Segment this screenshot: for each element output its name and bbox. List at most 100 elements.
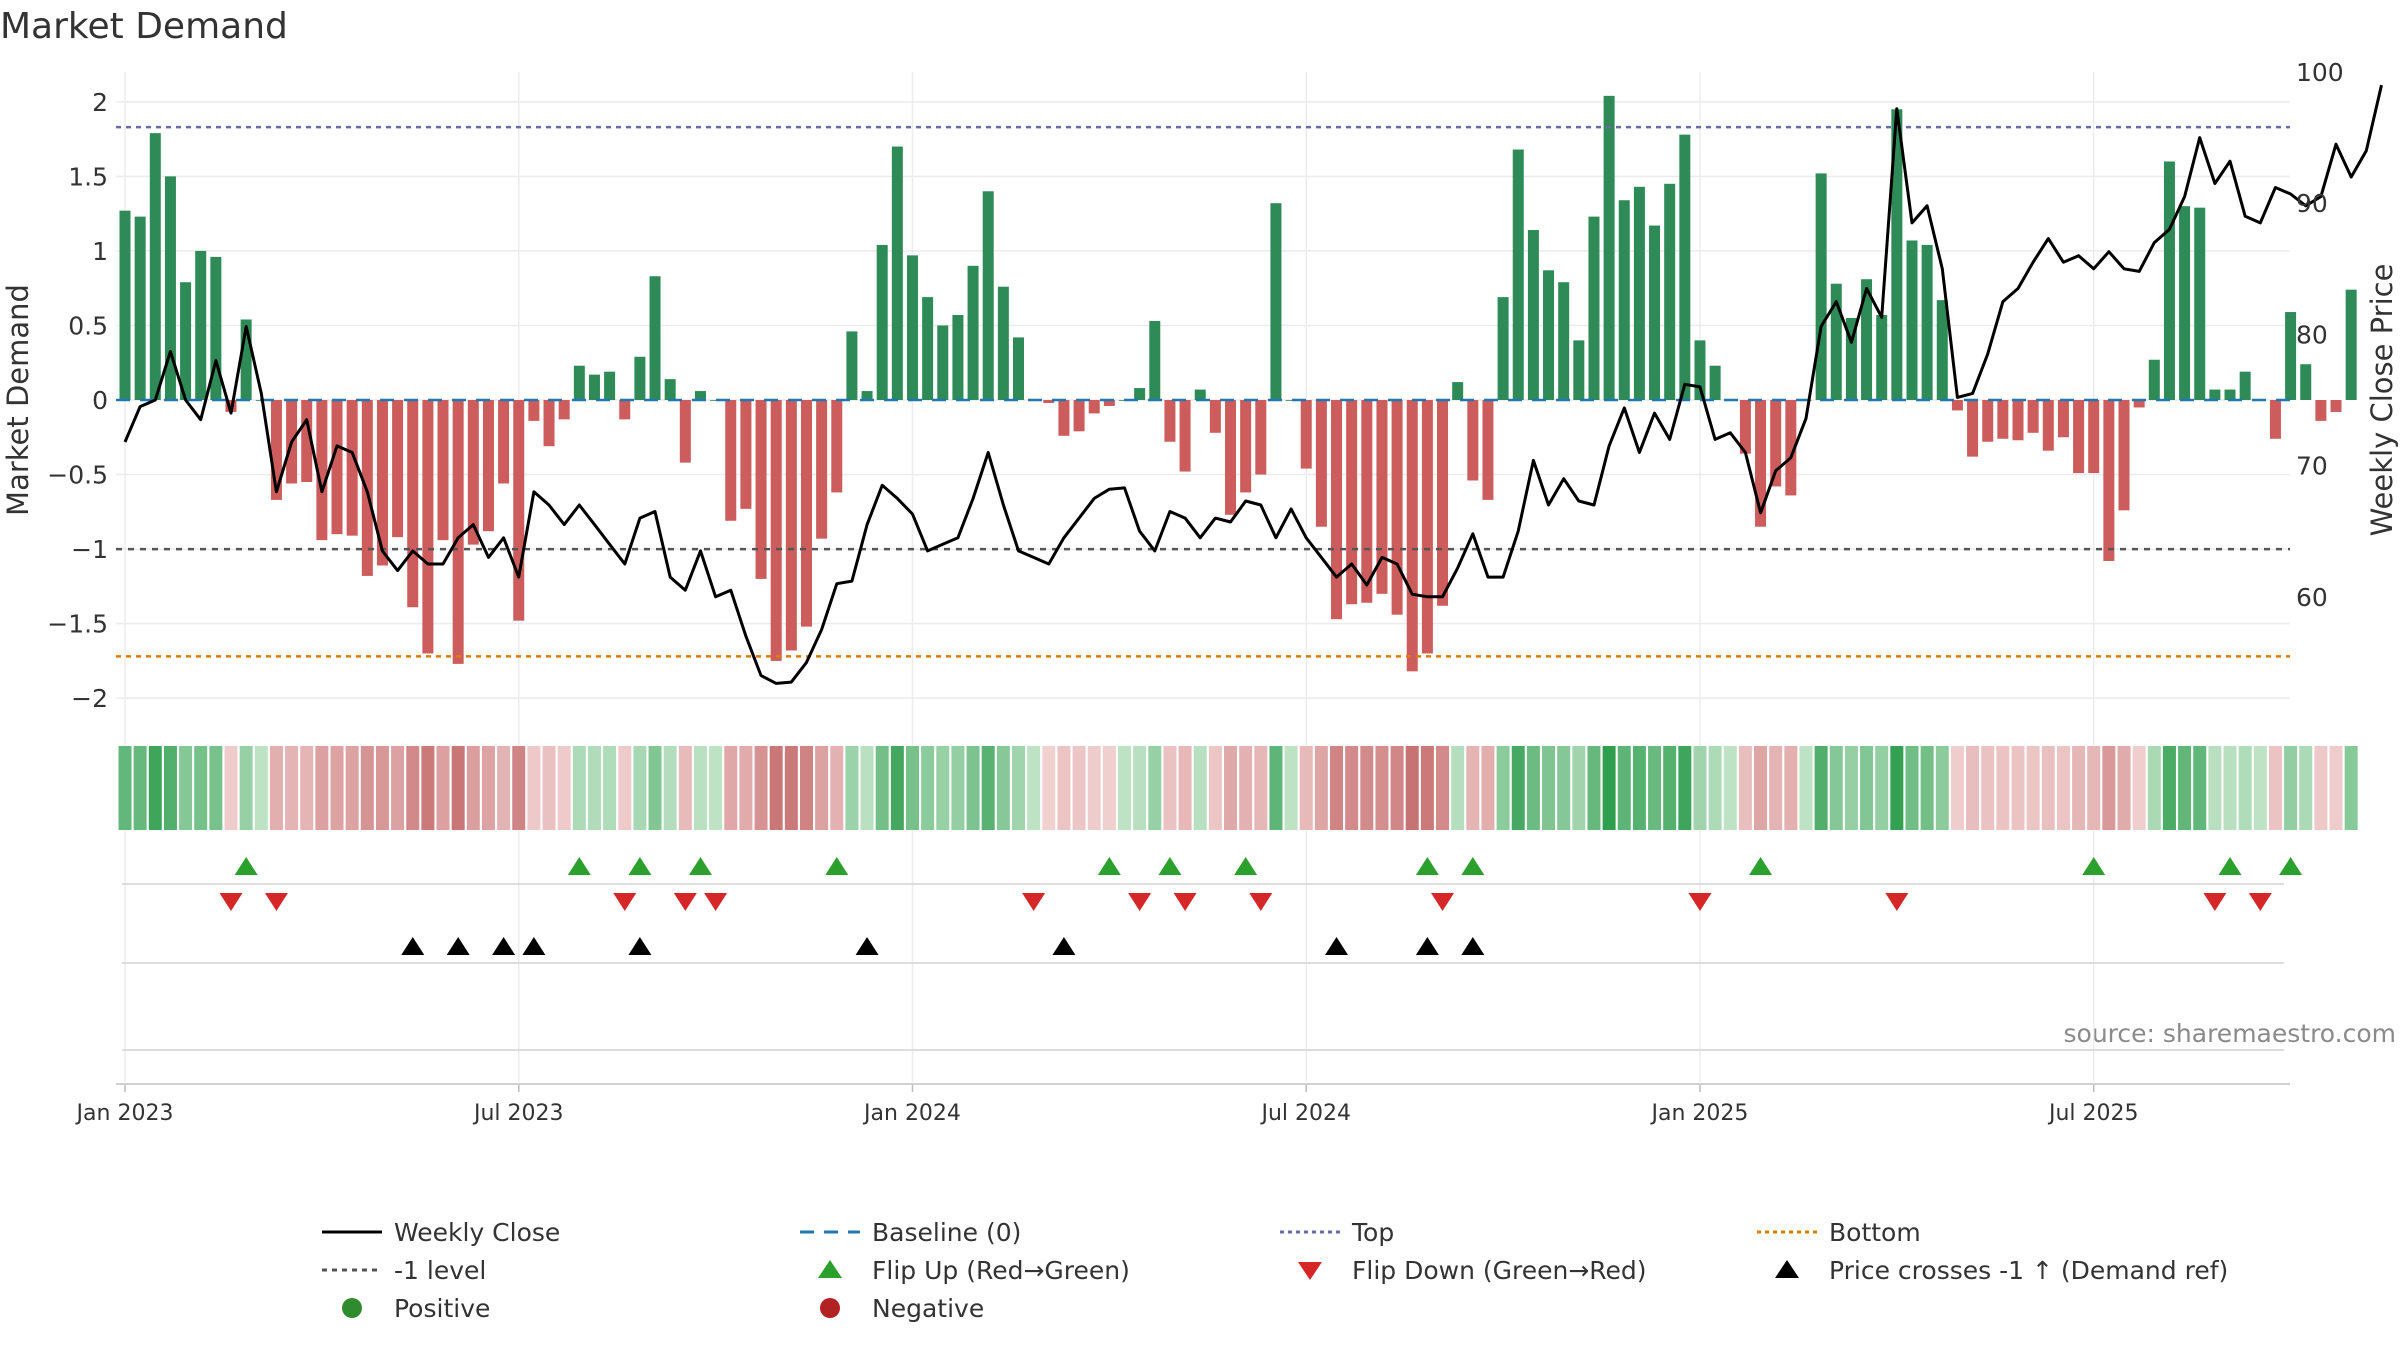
flip-down-marker — [1688, 893, 1712, 911]
negative-bar — [1967, 400, 1979, 457]
strip-cell-negative — [481, 746, 495, 830]
strip-cell-negative — [1102, 746, 1116, 830]
strip-cell-positive — [587, 746, 601, 830]
grid-layer — [116, 72, 2290, 1082]
negative-bar — [1755, 400, 1767, 527]
right-tick-label: 70 — [2296, 452, 2328, 481]
strip-cell-negative — [1360, 746, 1374, 830]
negative-bar — [1997, 400, 2009, 439]
positive-bar — [1921, 244, 1933, 400]
positive-bar — [694, 391, 706, 400]
strip-cell-positive — [981, 746, 995, 830]
negative-bar — [1225, 400, 1237, 515]
negative-bar — [1770, 400, 1782, 487]
negative-bar — [831, 400, 843, 493]
positive-bar — [1194, 389, 1206, 400]
legend-label: Baseline (0) — [872, 1218, 1021, 1247]
strip-cell-negative — [1057, 746, 1071, 830]
strip-cell-positive — [1648, 746, 1662, 830]
strip-cell-positive — [1693, 746, 1707, 830]
positive-bar — [134, 216, 146, 400]
positive-bar — [1452, 382, 1464, 400]
positive-bar — [2148, 359, 2160, 400]
positive-bar — [1149, 320, 1161, 400]
negative-bar — [785, 400, 797, 651]
strip-cell-positive — [1602, 746, 1616, 830]
flip-down-marker — [1173, 893, 1197, 911]
strip-cell-negative — [724, 746, 738, 830]
left-tick-label: −1.5 — [47, 610, 108, 639]
strip-cell-negative — [799, 746, 813, 830]
strip-cell-negative — [1436, 746, 1450, 830]
positive-bar — [1497, 297, 1509, 400]
positive-bar — [997, 286, 1009, 400]
legend-triangle-up-swatch — [818, 1260, 842, 1278]
strip-cell-positive — [648, 746, 662, 830]
negative-bar — [528, 400, 540, 421]
flip-down-marker — [1022, 893, 1046, 911]
strip-cell-positive — [1133, 746, 1147, 830]
positive-bar — [604, 371, 616, 400]
strip-cell-negative — [345, 746, 359, 830]
negative-bar — [1240, 400, 1252, 493]
positive-bar — [1270, 203, 1282, 400]
negative-bar — [2088, 400, 2100, 474]
strip-cell-positive — [194, 746, 208, 830]
negative-bar — [679, 400, 691, 463]
positive-bar — [891, 146, 903, 400]
negative-bar — [1785, 400, 1797, 496]
left-axis-title: Market Demand — [1, 284, 35, 516]
strip-cell-negative — [542, 746, 556, 830]
negative-bar — [2330, 400, 2342, 412]
positive-bar — [1815, 173, 1827, 400]
negative-bar — [755, 400, 767, 579]
positive-bar — [573, 365, 585, 400]
strip-cell-positive — [875, 746, 889, 830]
strip-cell-negative — [406, 746, 420, 830]
negative-bar — [467, 400, 479, 545]
strip-cell-positive — [254, 746, 268, 830]
negative-bar — [1103, 400, 1115, 406]
positive-bar — [164, 176, 176, 400]
strip-cell-negative — [285, 746, 299, 830]
source-credit: source: sharemaestro.com — [2064, 1019, 2397, 1048]
price-cross-marker — [1415, 937, 1439, 955]
positive-bar — [2179, 206, 2191, 400]
strip-cell-positive — [1860, 746, 1874, 830]
positive-bar — [1618, 200, 1630, 400]
positive-bar — [1527, 230, 1539, 400]
strip-cell-positive — [996, 746, 1010, 830]
negative-bar — [1179, 400, 1191, 472]
strip-cell-negative — [1769, 746, 1783, 830]
positive-bar — [2224, 389, 2236, 400]
positive-bar — [967, 265, 979, 400]
negative-bar — [1376, 400, 1388, 594]
strip-cell-positive — [1587, 746, 1601, 830]
positive-bar — [1876, 315, 1888, 400]
strip-cell-positive — [1511, 746, 1525, 830]
legend-dot-swatch — [342, 1298, 362, 1318]
flip-up-marker — [1097, 857, 1121, 875]
strip-cell-negative — [375, 746, 389, 830]
strip-cell-negative — [1239, 746, 1253, 830]
event-markers — [116, 857, 2303, 1085]
negative-bar — [1982, 400, 1994, 442]
negative-bar — [1255, 400, 1267, 475]
negative-bar — [1482, 400, 1494, 500]
strip-cell-negative — [451, 746, 465, 830]
negative-bar — [301, 400, 313, 482]
strip-cell-negative — [1345, 746, 1359, 830]
negative-bar — [1073, 400, 1085, 432]
strip-cell-positive — [921, 746, 935, 830]
strip-cell-negative — [1754, 746, 1768, 830]
negative-bar — [513, 400, 525, 621]
flip-down-marker — [613, 893, 637, 911]
positive-bar — [664, 379, 676, 400]
positive-bar — [1891, 109, 1903, 400]
strip-cell-negative — [391, 746, 405, 830]
strip-cell-negative — [1420, 746, 1434, 830]
strip-cell-positive — [118, 746, 132, 830]
strip-cell-positive — [1890, 746, 1904, 830]
negative-bar — [270, 400, 282, 500]
strip-cell-positive — [1284, 746, 1298, 830]
